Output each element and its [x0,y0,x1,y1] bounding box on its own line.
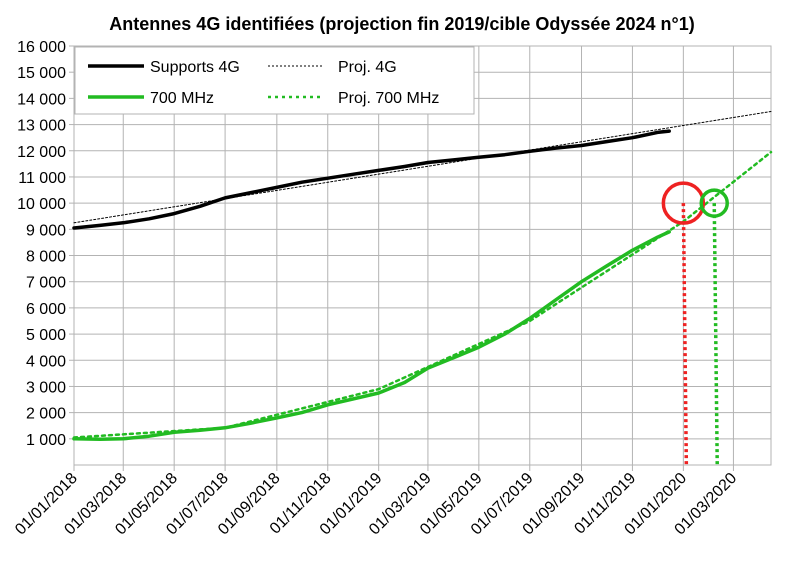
y-tick-label: 14 000 [17,91,66,108]
y-tick-label: 9 000 [26,222,66,239]
series-line-700-mhz [72,230,671,442]
series-layer [72,111,773,442]
annotations [661,181,729,466]
legend-box [74,46,475,115]
legend-label: 700 MHz [150,90,214,107]
y-tick-label: 6 000 [26,301,66,318]
series-line-proj-4g [73,111,772,224]
y-tick-label: 3 000 [26,379,66,396]
y-tick-label: 15 000 [17,65,66,82]
grid [73,45,772,466]
y-tick-label: 8 000 [26,249,66,266]
y-tick-label: 10 000 [17,196,66,213]
y-tick-label: 2 000 [26,406,66,423]
y-tick-label: 16 000 [17,39,66,56]
annotation-drop-line [681,203,689,466]
y-tick-label: 12 000 [17,144,66,161]
series-line-proj-700-mhz [72,150,773,439]
annotation-drop-line [712,203,719,466]
chart-title: Antennes 4G identifiées (projection fin … [109,14,694,34]
legend: Supports 4G Proj. 4G 700 MHz Proj. 700 MHz [74,46,475,115]
y-tick-label: 13 000 [17,118,66,135]
y-tick-label: 11 000 [18,170,66,187]
legend-label: Proj. 700 MHz [338,90,439,107]
legend-label: Proj. 4G [338,59,397,76]
y-tick-label: 4 000 [26,353,66,370]
y-tick-label: 7 000 [26,275,66,292]
legend-label: Supports 4G [150,59,240,76]
y-tick-label: 1 000 [26,432,66,449]
y-tick-label: 5 000 [26,327,66,344]
series-line-supports-4g [72,129,671,230]
